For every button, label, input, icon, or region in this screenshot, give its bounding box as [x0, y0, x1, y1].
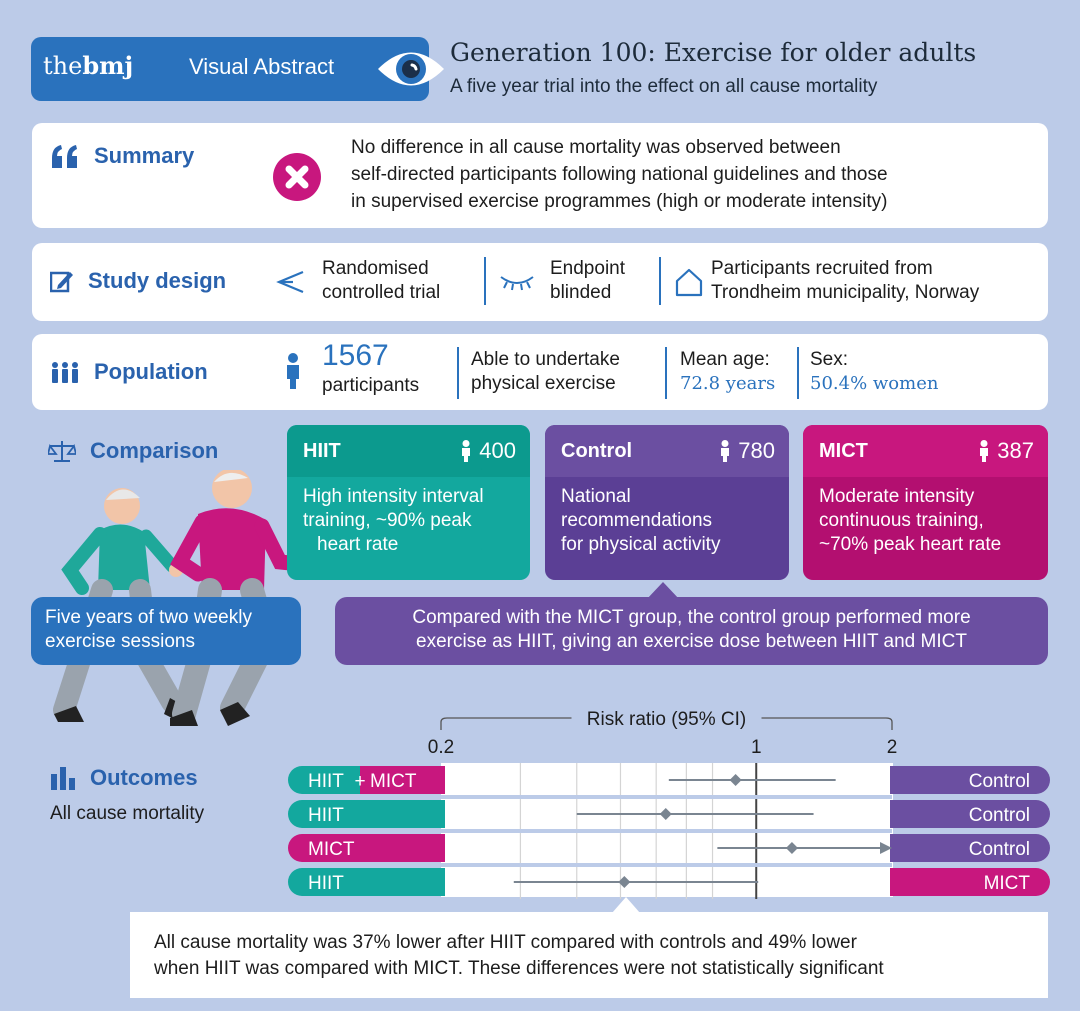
- divider: [797, 347, 799, 399]
- page-subtitle: A five year trial into the effect on all…: [450, 76, 878, 97]
- study-design-label: Study design: [50, 268, 226, 294]
- divider: [665, 347, 667, 399]
- design-item-3-line2: Trondheim municipality, Norway: [711, 282, 980, 303]
- design-item-2-line2: blinded: [550, 282, 612, 303]
- row-left-joiner: +: [354, 771, 365, 792]
- axis-title: Risk ratio (95% CI): [587, 709, 746, 730]
- row-left-pill: [360, 766, 445, 794]
- row-right-pill: [890, 834, 1050, 862]
- row-right-label: Control: [969, 771, 1030, 792]
- row-right-pill: [890, 868, 1050, 896]
- row-right-label: Control: [969, 805, 1030, 826]
- ci-arrow: [880, 842, 892, 854]
- person-icon: [462, 440, 471, 462]
- row-left-pill: [288, 800, 445, 828]
- group-count-mict: 387: [997, 438, 1034, 463]
- design-item-1-line1: Randomised: [322, 258, 429, 279]
- design-item-1-line2: controlled trial: [322, 282, 441, 303]
- group-count-hiit: 400: [479, 438, 516, 463]
- sex-value: 50.4% women: [810, 373, 939, 394]
- bubble-pointer: [646, 582, 680, 600]
- row-left-label: MICT: [370, 771, 417, 792]
- design-item-3-line1: Participants recruited from: [711, 258, 933, 279]
- outcomes-label: Outcomes: [50, 765, 198, 791]
- row-left-label: HIIT: [308, 771, 344, 792]
- eye-icon: [378, 52, 444, 86]
- row-left-label: HIIT: [308, 873, 344, 894]
- bmj-logo: thebmj Visual Abstract: [31, 37, 444, 101]
- row-left-label: HIIT: [308, 805, 344, 826]
- age-value: 72.8 years: [680, 373, 776, 394]
- age-label: Mean age:: [680, 349, 770, 370]
- tick-label: 2: [887, 737, 898, 758]
- summary-card: Summary No difference in all cause morta…: [32, 123, 1048, 228]
- divider: [484, 257, 486, 305]
- row-left-pill: [288, 868, 445, 896]
- quote-icon: [52, 145, 77, 168]
- axis-title-bracket: [440, 717, 893, 730]
- row-right-label: MICT: [984, 873, 1031, 894]
- logo-the: the: [43, 52, 83, 80]
- estimate-point: [618, 876, 631, 888]
- divider: [457, 347, 459, 399]
- closed-eye-icon: [500, 276, 534, 291]
- scales-icon: [48, 441, 76, 462]
- row-right-pill: [890, 766, 1050, 794]
- person-icon: [287, 353, 299, 389]
- note-pointer: [612, 897, 640, 913]
- person-icon: [721, 440, 730, 462]
- tick-label: 1: [751, 737, 762, 758]
- study-design-card: Study design Randomised controlled trial…: [32, 243, 1048, 321]
- conclusion-line1: All cause mortality was 37% lower after …: [154, 932, 857, 953]
- branch-icon: [276, 270, 304, 294]
- ability-line1: Able to undertake: [471, 349, 620, 370]
- design-item-2-line1: Endpoint: [550, 258, 626, 279]
- comparison-label: Comparison: [48, 438, 218, 464]
- person-icon: [980, 440, 989, 462]
- dose-bubble: Compared with the MICT group, the contro…: [335, 597, 1048, 665]
- group-name-hiit: HIIT: [303, 439, 341, 462]
- population-card: Population 1567 participants Able to und…: [32, 334, 1048, 410]
- estimate-point: [785, 842, 798, 854]
- cross-icon: [273, 153, 321, 201]
- divider: [659, 257, 661, 305]
- row-left-label: MICT: [308, 839, 355, 860]
- group-name-control: Control: [561, 439, 633, 462]
- page-title: Generation 100: Exercise for older adult…: [450, 38, 977, 67]
- summary-text: No difference in all cause mortality was…: [351, 137, 888, 212]
- sex-label: Sex:: [810, 349, 849, 370]
- tick-label: 0.2: [428, 737, 454, 758]
- row-right-pill: [890, 800, 1050, 828]
- outcomes-sublabel: All cause mortality: [50, 803, 205, 824]
- group-box-control: Control 780 National recommendations for…: [545, 425, 789, 580]
- group-name-mict: MICT: [819, 439, 868, 462]
- population-label: Population: [50, 359, 208, 385]
- row-left-pill: [288, 766, 360, 794]
- forest-plot: Risk ratio (95% CI) 0.2 1 2 HIIT + MICT Contr…: [288, 709, 1050, 899]
- sessions-bubble: Five years of two weekly exercise sessio…: [31, 597, 301, 665]
- bar-chart-icon: [51, 767, 75, 790]
- summary-label: Summary: [50, 143, 194, 169]
- estimate-point: [659, 808, 672, 820]
- row-right-label: Control: [969, 839, 1030, 860]
- row-left-pill: [288, 834, 445, 862]
- group-box-hiit: HIIT 400 High intensity interval trainin…: [287, 425, 530, 580]
- people-icon: [52, 362, 78, 383]
- logo-bmj: bmj: [82, 51, 134, 80]
- population-count-label: participants: [322, 375, 420, 396]
- pencil-icon: [50, 271, 73, 293]
- conclusion-line2: when HIIT was compared with MICT. These …: [154, 958, 884, 979]
- logo-suffix: Visual Abstract: [189, 54, 335, 79]
- estimate-point: [729, 774, 742, 786]
- group-box-mict: MICT 387 Moderate intensity continuous t…: [803, 425, 1048, 580]
- ability-line2: physical exercise: [471, 373, 616, 394]
- conclusion-note: All cause mortality was 37% lower after …: [130, 912, 1048, 998]
- house-icon: [675, 268, 703, 297]
- group-count-control: 780: [738, 438, 775, 463]
- population-count: 1567: [322, 339, 389, 372]
